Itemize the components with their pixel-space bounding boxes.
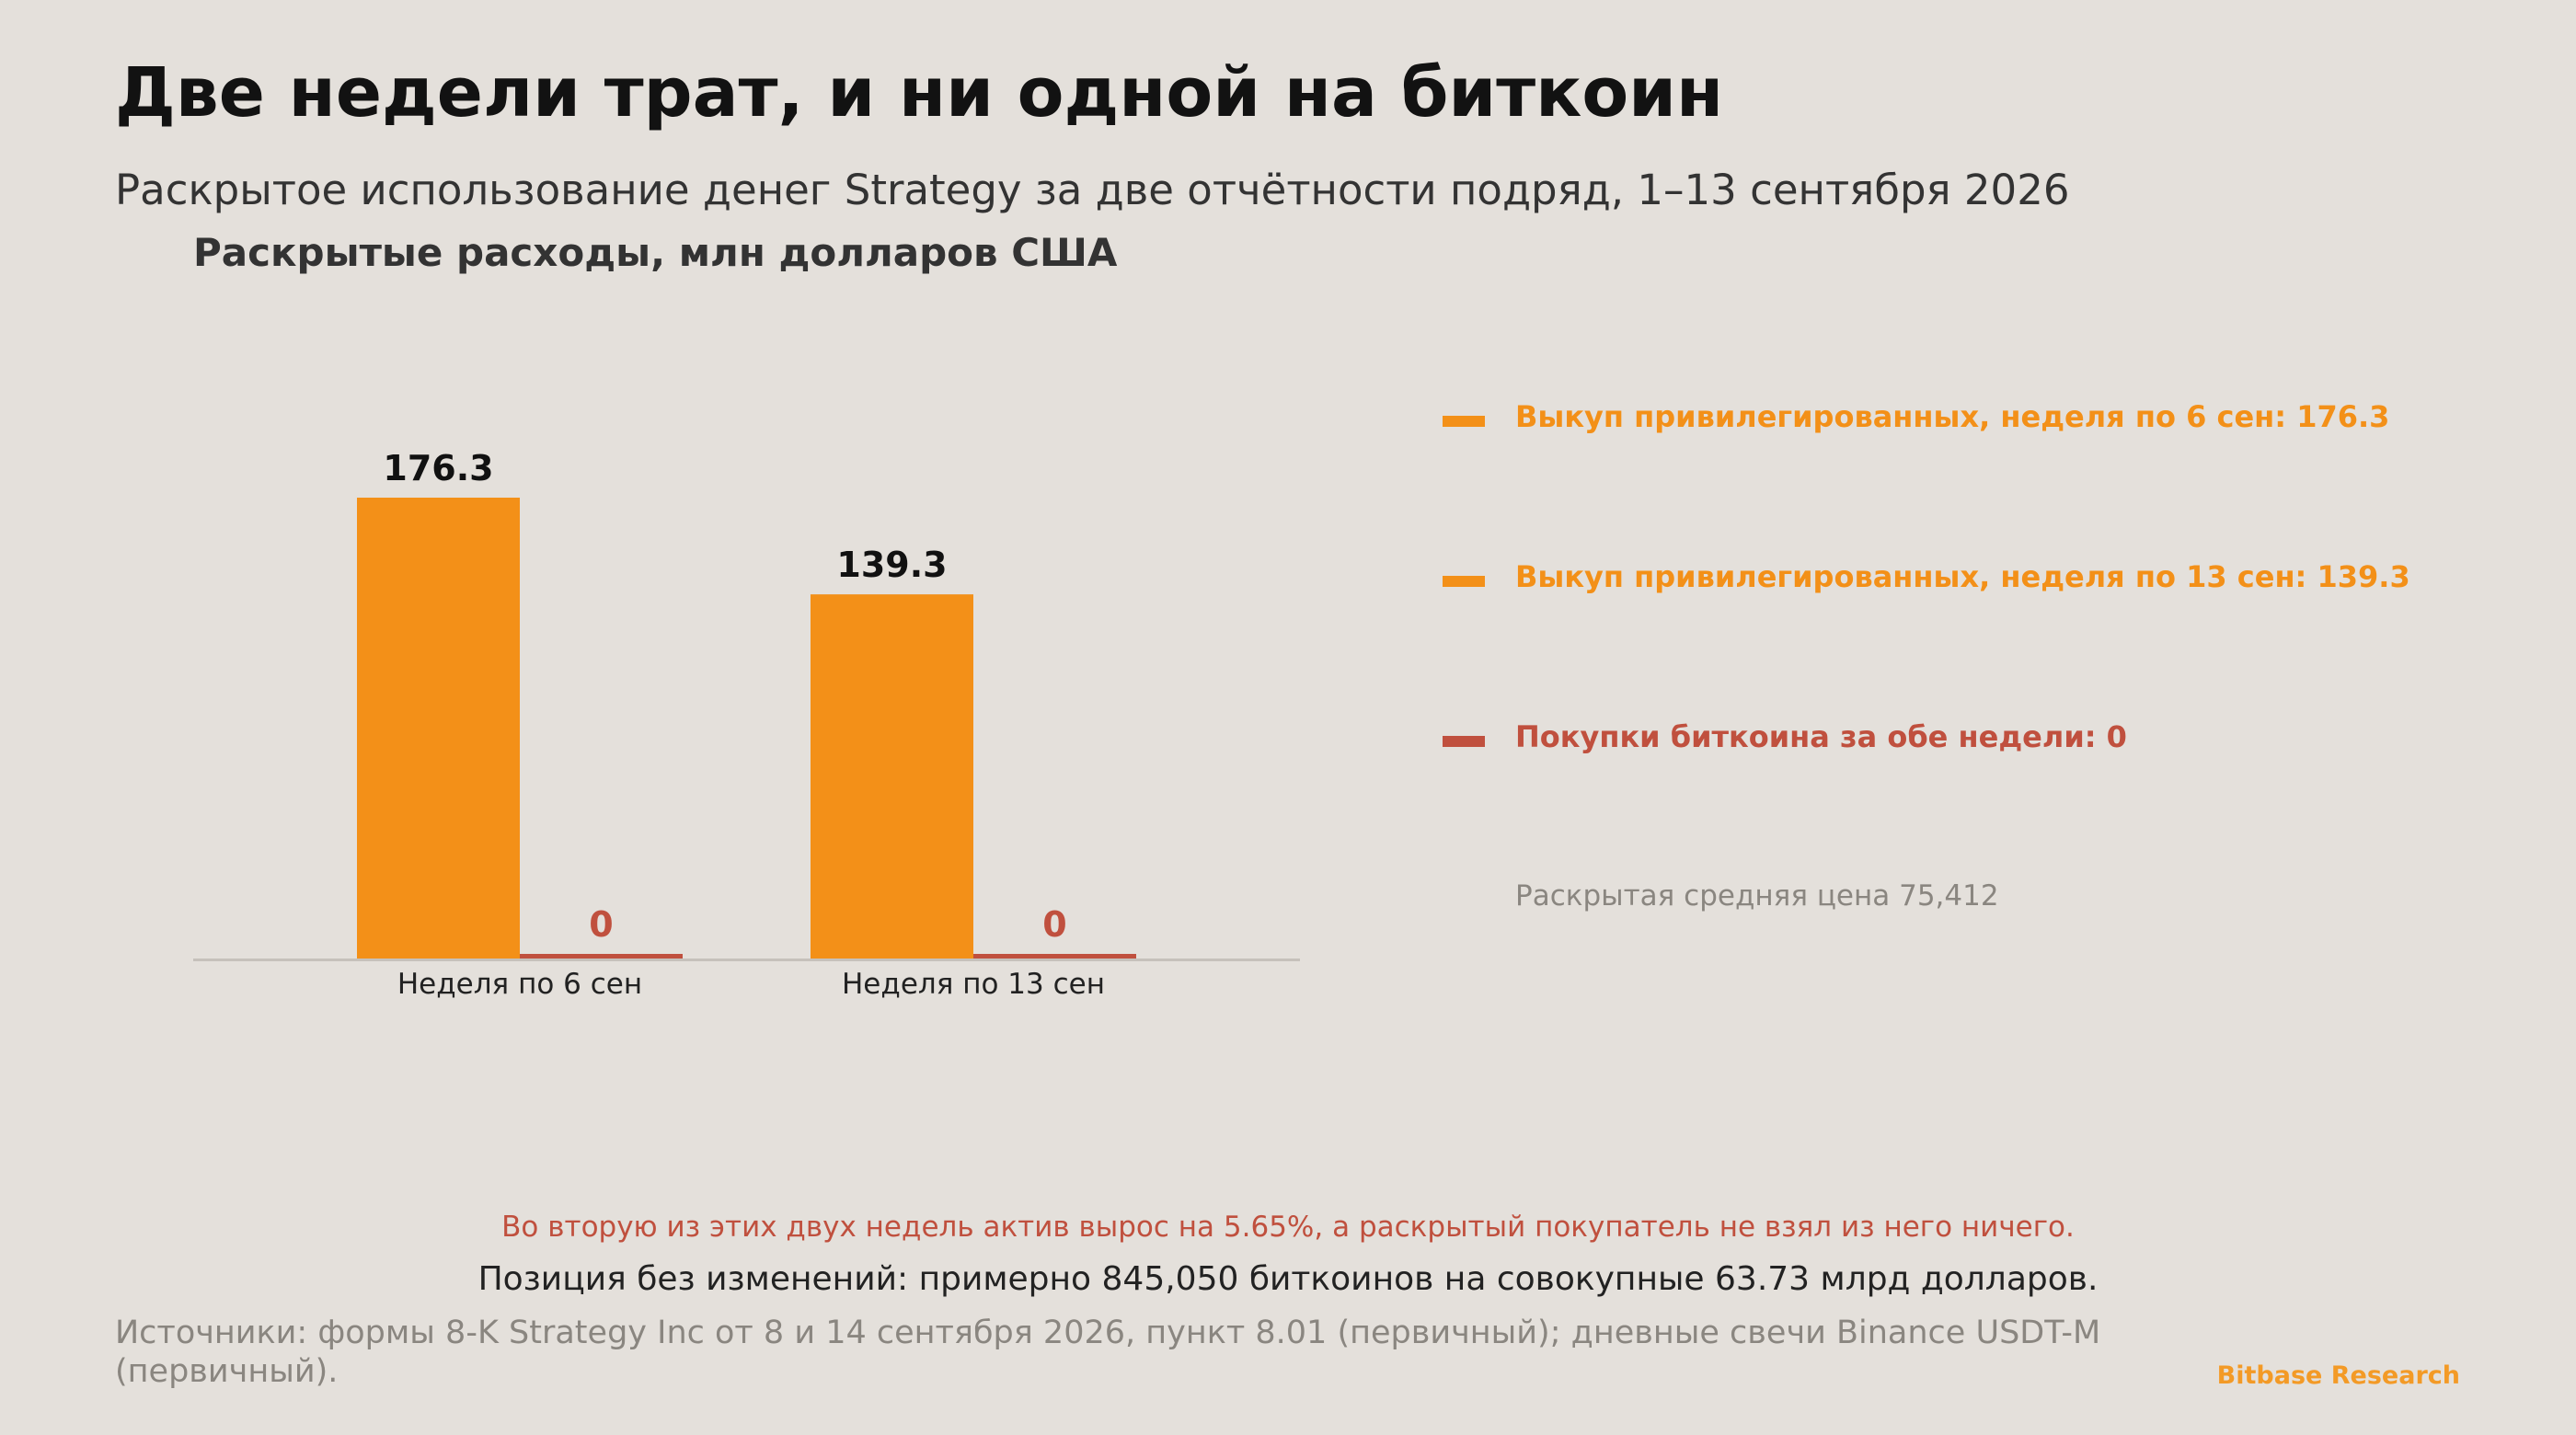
- x-tick-label: Неделя по 6 сен: [397, 968, 642, 1001]
- data-label: 0: [589, 904, 613, 945]
- chart-subtitle: Раскрытое использование денег Strategy з…: [115, 166, 2070, 214]
- bar: [520, 954, 683, 959]
- annotation-growth: Во вторую из этих двух недель актив выро…: [501, 1211, 2075, 1244]
- bar: [357, 498, 520, 959]
- y-axis-label: Раскрытые расходы, млн долларов США: [193, 230, 1118, 275]
- x-tick-label: Неделя по 13 сен: [842, 968, 1105, 1001]
- chart-title: Две недели трат, и ни одной на биткоин: [115, 53, 1724, 132]
- data-label: 0: [1042, 904, 1066, 945]
- legend-swatch: [1443, 576, 1485, 587]
- legend-swatch: [1443, 416, 1485, 427]
- annotation-position: Позиция без изменений: примерно 845,050 …: [477, 1260, 2099, 1298]
- legend-label: Выкуп привилегированных, неделя по 13 се…: [1515, 559, 2410, 594]
- legend-label: Покупки биткоина за обе недели: 0: [1515, 719, 2127, 754]
- legend-item: Выкуп привилегированных, неделя по 6 сен…: [1443, 368, 2501, 528]
- bar: [811, 594, 973, 959]
- average-price-note: Раскрытая средняя цена 75,412: [1515, 879, 1999, 913]
- legend-note-row: Раскрытая средняя цена 75,412: [1443, 848, 2501, 1008]
- brand-logo: Bitbase Research: [2216, 1361, 2460, 1390]
- data-label: 139.3: [836, 545, 947, 585]
- legend-swatch: [1443, 736, 1485, 747]
- bar: [973, 954, 1136, 959]
- sources-note: Источники: формы 8-K Strategy Inc от 8 и…: [115, 1314, 2101, 1390]
- data-label: 176.3: [383, 448, 493, 488]
- legend-label: Выкуп привилегированных, неделя по 6 сен…: [1515, 399, 2390, 434]
- legend: Выкуп привилегированных, неделя по 6 сен…: [1443, 368, 2501, 1008]
- legend-item: Выкуп привилегированных, неделя по 13 се…: [1443, 528, 2501, 688]
- legend-item: Покупки биткоина за обе недели: 0: [1443, 688, 2501, 848]
